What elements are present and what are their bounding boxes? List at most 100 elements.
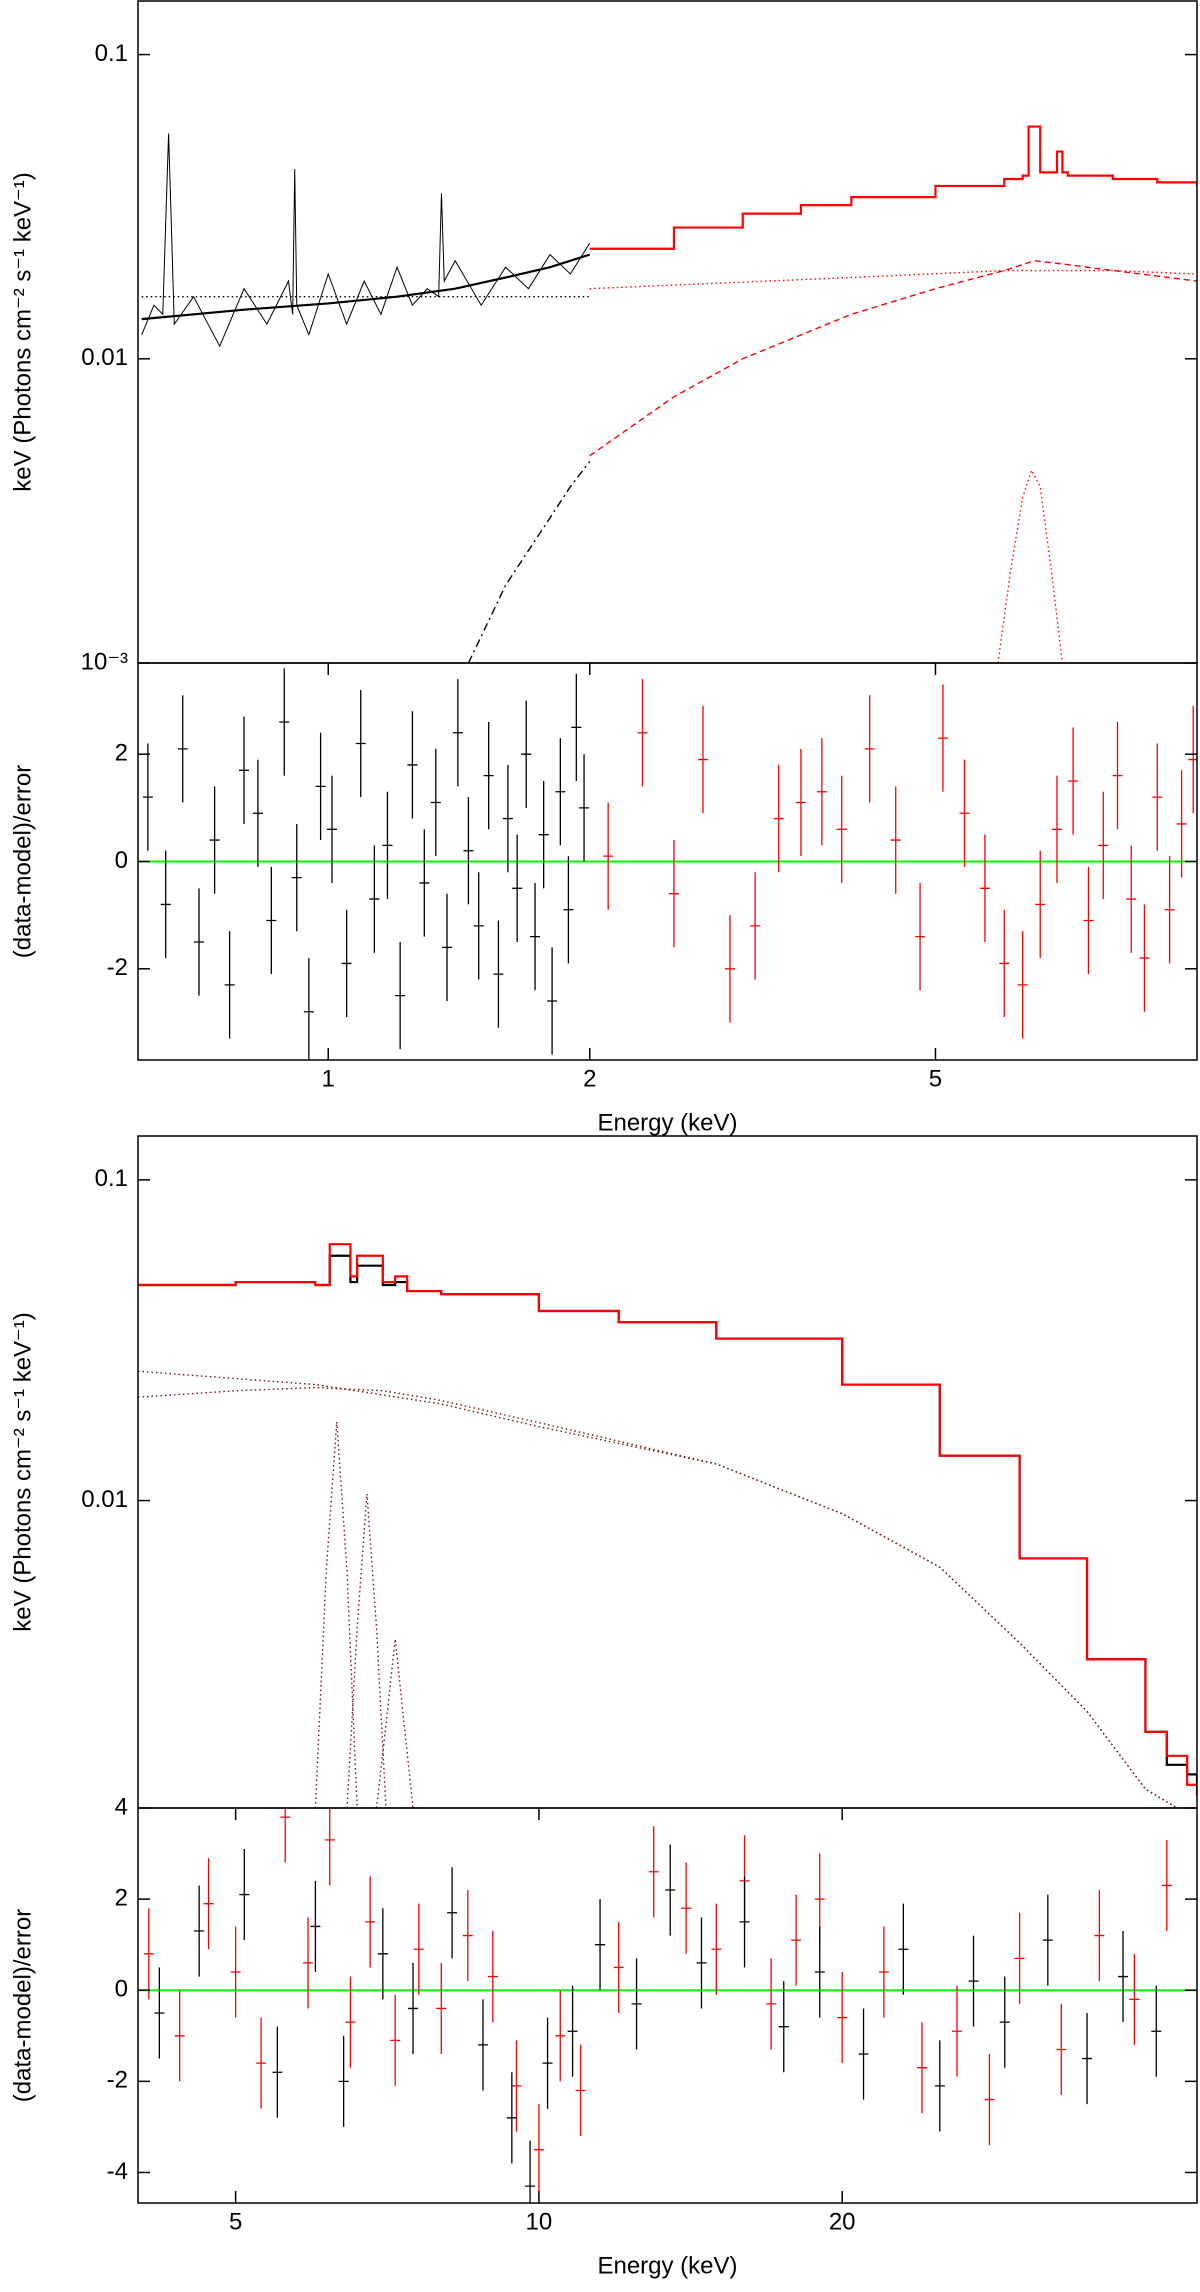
series-line bbox=[589, 125, 1197, 250]
error-bar bbox=[766, 1958, 777, 2050]
error-bar bbox=[665, 1844, 676, 1936]
plot-area bbox=[138, 1243, 1197, 1808]
error-bar bbox=[1094, 1890, 1105, 1982]
error-bar bbox=[1098, 791, 1109, 900]
error-bar bbox=[937, 684, 948, 792]
error-bar bbox=[603, 802, 614, 910]
error-bar bbox=[345, 1976, 356, 2068]
error-bar bbox=[1112, 722, 1123, 830]
series-line bbox=[589, 269, 1197, 290]
frame bbox=[137, 1807, 1198, 2204]
error-bar bbox=[648, 1826, 659, 1918]
x-tick-label: 1 bbox=[322, 1065, 335, 1092]
error-bar bbox=[934, 2040, 945, 2132]
y-tick-label: 2 bbox=[115, 740, 128, 767]
error-bar bbox=[291, 823, 302, 932]
error-bar bbox=[547, 947, 558, 1055]
frame bbox=[137, 0, 1198, 664]
error-bar bbox=[1014, 1912, 1025, 2004]
x-axis-label: Energy (keV) bbox=[597, 2252, 737, 2279]
error-bar bbox=[533, 2104, 544, 2196]
error-bar bbox=[999, 1976, 1010, 2068]
error-bar bbox=[773, 764, 784, 873]
y-tick-label: 0.01 bbox=[81, 1486, 128, 1513]
error-bar bbox=[502, 764, 513, 873]
error-bar bbox=[462, 1890, 473, 1982]
error-bar bbox=[898, 1903, 909, 1995]
error-bar bbox=[968, 1935, 979, 2027]
error-bar bbox=[154, 1967, 165, 2059]
error-bar bbox=[915, 882, 926, 991]
error-bar bbox=[567, 1985, 578, 2077]
y-tick-label: 10⁻³ bbox=[81, 648, 128, 675]
error-bar bbox=[369, 845, 380, 953]
error-bar bbox=[419, 829, 430, 937]
error-bar bbox=[1176, 770, 1187, 878]
series-line bbox=[138, 1243, 1197, 1796]
error-bar bbox=[203, 1858, 214, 1950]
error-bar bbox=[814, 1926, 825, 2018]
error-bar bbox=[377, 1908, 388, 2000]
error-bar bbox=[538, 781, 549, 889]
error-bar bbox=[506, 2072, 517, 2164]
series-line bbox=[141, 253, 591, 321]
error-bar bbox=[324, 1808, 335, 1886]
error-bar bbox=[1161, 1839, 1172, 1932]
x-tick-label: 10 bbox=[526, 2208, 553, 2235]
error-bar bbox=[407, 711, 418, 819]
error-bar bbox=[473, 872, 484, 980]
series-line bbox=[314, 1421, 358, 1808]
series-line bbox=[141, 133, 591, 348]
error-bar bbox=[511, 2040, 522, 2132]
error-bar bbox=[563, 856, 574, 964]
y-tick-label: -2 bbox=[107, 954, 128, 981]
error-bar bbox=[530, 882, 541, 991]
error-bar bbox=[174, 1990, 185, 2082]
error-bar bbox=[836, 775, 847, 883]
error-bar bbox=[778, 1981, 789, 2073]
error-bar bbox=[739, 1876, 750, 1968]
plot-area bbox=[138, 668, 1197, 1060]
error-bar bbox=[858, 2008, 869, 2100]
error-bar bbox=[256, 2017, 267, 2109]
error-bar bbox=[142, 743, 153, 851]
error-bar bbox=[525, 2140, 536, 2203]
error-bar bbox=[697, 705, 708, 814]
series-line bbox=[138, 1370, 1178, 1808]
y-tick-label: -2 bbox=[107, 2067, 128, 2094]
error-bar bbox=[890, 786, 901, 894]
error-bar bbox=[194, 888, 205, 996]
y-tick-label: 0.01 bbox=[81, 344, 128, 371]
y-axis-label: (data-model)/error bbox=[9, 1909, 36, 2102]
error-bar bbox=[452, 679, 463, 787]
error-bar bbox=[487, 1931, 498, 2023]
frame bbox=[137, 1135, 1198, 1809]
error-bar bbox=[341, 909, 352, 1018]
error-bar bbox=[1152, 743, 1163, 851]
series-line bbox=[346, 1493, 387, 1808]
plot-area bbox=[138, 1808, 1197, 2203]
error-bar bbox=[447, 1867, 458, 1959]
error-bar bbox=[999, 909, 1010, 1018]
error-bar bbox=[338, 2035, 349, 2127]
error-bar bbox=[1042, 1894, 1053, 1986]
error-bar bbox=[209, 786, 220, 894]
series-line bbox=[375, 1638, 414, 1808]
error-bar bbox=[1129, 1953, 1140, 2045]
error-bar bbox=[266, 866, 277, 975]
error-bar bbox=[279, 668, 290, 776]
error-bar bbox=[303, 958, 314, 1060]
y-tick-label: 4 bbox=[115, 1793, 128, 1820]
error-bar bbox=[1126, 845, 1137, 953]
error-bar bbox=[1118, 1931, 1129, 2023]
error-bar bbox=[837, 1972, 848, 2064]
y-tick-label: 0.1 bbox=[95, 40, 128, 67]
error-bar bbox=[750, 872, 761, 980]
y-tick-label: 0 bbox=[115, 1976, 128, 2003]
error-bar bbox=[668, 840, 679, 948]
error-bar bbox=[724, 915, 735, 1023]
error-bar bbox=[521, 700, 532, 808]
error-bar bbox=[613, 1921, 624, 2014]
error-bar bbox=[430, 748, 441, 857]
